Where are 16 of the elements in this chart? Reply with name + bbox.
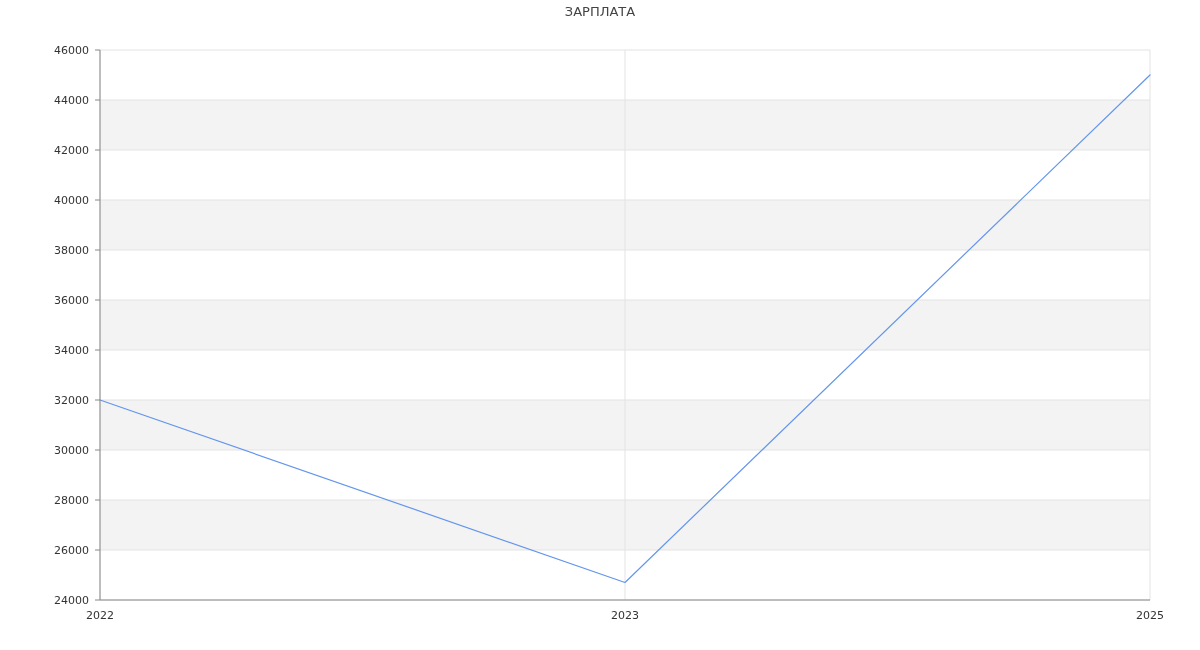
x-tick-label: 2025 [1136,609,1164,622]
y-tick-label: 40000 [54,193,89,207]
y-tick-label: 44000 [54,93,89,107]
y-tick-label: 26000 [54,543,89,557]
y-tick-label: 30000 [54,443,89,457]
y-tick-label: 42000 [54,143,89,157]
x-tick-label: 2022 [86,609,114,622]
x-tick-label: 2023 [611,609,639,622]
y-tick-label: 46000 [54,43,89,57]
y-tick-label: 38000 [54,243,89,257]
y-tick-label: 24000 [54,593,89,607]
y-tick-label: 32000 [54,393,89,407]
y-tick-label: 36000 [54,293,89,307]
y-tick-label: 34000 [54,343,89,357]
chart-title: ЗАРПЛАТА [564,4,636,19]
y-tick-label: 28000 [54,493,89,507]
